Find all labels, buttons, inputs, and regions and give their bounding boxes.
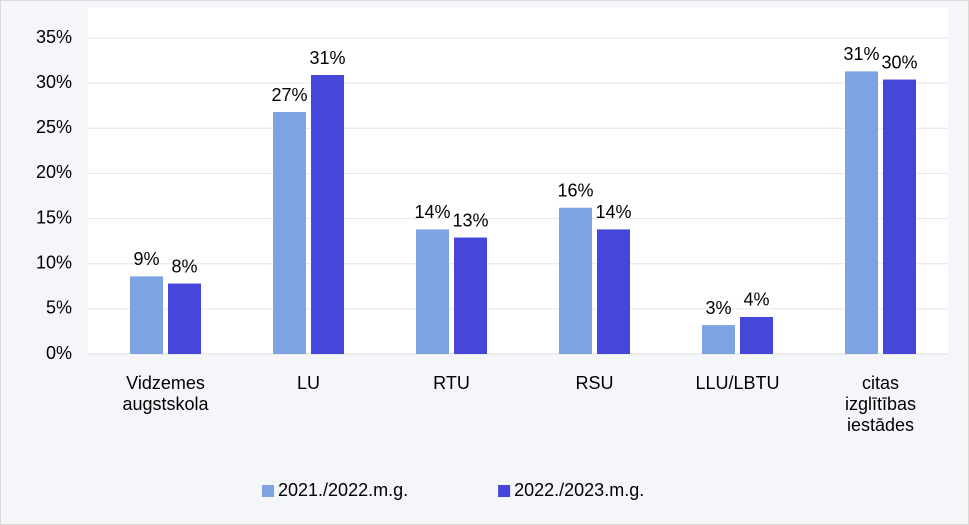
- y-tick-label: 15%: [36, 207, 72, 227]
- value-label: 31%: [843, 44, 879, 64]
- bar: [130, 276, 163, 354]
- x-tick-label: RTU: [433, 373, 470, 393]
- bar: [845, 71, 878, 355]
- y-tick-label: 35%: [36, 27, 72, 47]
- value-label: 13%: [452, 210, 488, 230]
- value-label: 4%: [743, 290, 769, 310]
- legend-swatch: [498, 485, 511, 497]
- bar: [311, 75, 344, 354]
- x-tick-label: LLU/LBTU: [695, 373, 779, 393]
- y-tick-label: 30%: [36, 72, 72, 92]
- x-tick-label-line: citas: [862, 373, 899, 393]
- bar: [597, 229, 630, 354]
- x-tick-label-line: augstskola: [122, 394, 209, 414]
- bar: [454, 237, 487, 354]
- bar: [559, 207, 592, 354]
- y-tick-label: 20%: [36, 162, 72, 182]
- value-label: 9%: [133, 249, 159, 269]
- value-label: 14%: [595, 202, 631, 222]
- x-tick-label-line: Vidzemes: [126, 373, 205, 393]
- x-tick-label: citas izglītības iestādes: [845, 373, 916, 435]
- plot-area: [88, 8, 948, 355]
- x-tick-label-line: iestādes: [847, 415, 914, 435]
- x-tick-label-line: izglītības: [845, 394, 916, 414]
- value-label: 14%: [414, 202, 450, 222]
- bar: [883, 79, 916, 354]
- legend-label: 2021./2022.m.g.: [278, 480, 408, 500]
- bar: [273, 112, 306, 354]
- value-label: 8%: [171, 256, 197, 276]
- x-tick-label-line: LU: [297, 373, 320, 393]
- x-tick-label-line: LLU/LBTU: [695, 373, 779, 393]
- value-label: 31%: [309, 48, 345, 68]
- bar: [740, 316, 773, 354]
- x-tick-label: Vidzemes augstskola: [122, 373, 209, 414]
- legend-swatch: [262, 485, 274, 497]
- y-tick-label: 10%: [36, 252, 72, 272]
- value-label: 16%: [557, 180, 593, 200]
- legend-label: 2022./2023.m.g.: [514, 480, 644, 500]
- bar: [416, 229, 449, 354]
- x-tick-label: RSU: [575, 373, 613, 393]
- x-tick-label-line: RSU: [575, 373, 613, 393]
- bar: [168, 283, 201, 354]
- x-tick-label: LU: [297, 373, 320, 393]
- value-label: 3%: [705, 298, 731, 318]
- y-tick-label: 5%: [46, 298, 72, 318]
- value-label: 27%: [271, 85, 307, 105]
- bar: [702, 325, 735, 354]
- x-tick-label-line: RTU: [433, 373, 470, 393]
- value-label: 30%: [881, 52, 917, 72]
- y-tick-label: 0%: [46, 343, 72, 363]
- y-tick-label: 25%: [36, 117, 72, 137]
